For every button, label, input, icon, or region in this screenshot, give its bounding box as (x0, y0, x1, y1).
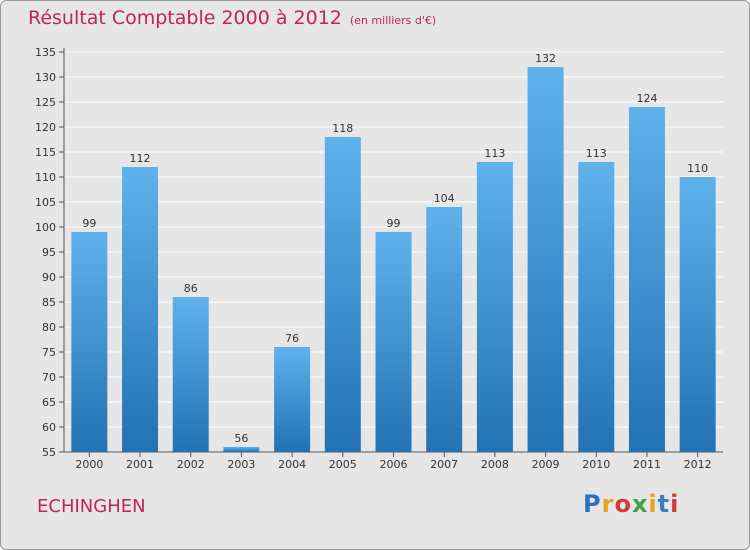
chart-unit: (en milliers d'€) (349, 14, 437, 27)
x-tick-label: 2012 (684, 458, 712, 471)
y-tick-label: 55 (42, 446, 56, 459)
x-tick-label: 2008 (481, 458, 509, 471)
logo-letter: i (648, 490, 658, 518)
bar (172, 297, 209, 452)
logo-letter: x (631, 490, 649, 518)
bar (527, 67, 564, 452)
x-tick-label: 2010 (582, 458, 610, 471)
x-tick-label: 2005 (329, 458, 357, 471)
y-tick-label: 110 (35, 171, 56, 184)
y-tick-label: 95 (42, 246, 56, 259)
x-tick-label: 2006 (380, 458, 408, 471)
bar (223, 447, 260, 452)
bar-value-label: 113 (586, 147, 607, 160)
y-tick-label: 125 (35, 96, 56, 109)
y-tick-label: 85 (42, 296, 56, 309)
logo-letter: P (583, 490, 602, 518)
bar (426, 207, 463, 452)
bar (274, 347, 311, 452)
bar-value-label: 132 (535, 52, 556, 65)
chart-title: Résultat Comptable 2000 à 2012 (28, 7, 342, 29)
y-tick-label: 135 (35, 46, 56, 59)
bar (476, 162, 513, 452)
y-tick-label: 100 (35, 221, 56, 234)
y-tick-label: 105 (35, 196, 56, 209)
bar-value-label: 56 (234, 432, 248, 445)
bar (578, 162, 615, 452)
y-tick-label: 80 (42, 321, 56, 334)
y-tick-label: 130 (35, 71, 56, 84)
bar-value-label: 124 (636, 92, 657, 105)
bar-value-label: 118 (332, 122, 353, 135)
x-tick-label: 2002 (177, 458, 205, 471)
bar-value-label: 86 (184, 282, 198, 295)
x-tick-label: 2003 (227, 458, 255, 471)
logo-letter: i (670, 490, 680, 518)
bar (71, 232, 108, 452)
bar-value-label: 104 (434, 192, 455, 205)
x-tick-label: 2011 (633, 458, 661, 471)
logo-letter: r (601, 490, 615, 518)
x-tick-label: 2000 (75, 458, 103, 471)
y-tick-label: 115 (35, 146, 56, 159)
x-tick-label: 2009 (532, 458, 560, 471)
y-tick-label: 120 (35, 121, 56, 134)
bar (628, 107, 665, 452)
y-tick-label: 75 (42, 346, 56, 359)
y-tick-label: 60 (42, 421, 56, 434)
bar (122, 167, 159, 452)
bar (375, 232, 412, 452)
bar (324, 137, 361, 452)
x-tick-label: 2001 (126, 458, 154, 471)
bar-value-label: 112 (130, 152, 151, 165)
bar (679, 177, 716, 452)
bar-value-label: 113 (484, 147, 505, 160)
proxiti-logo: Proxiti (583, 490, 679, 518)
bar-value-label: 110 (687, 162, 708, 175)
chart-title-block: Résultat Comptable 2000 à 2012 (en millie… (28, 7, 436, 29)
logo-letter: o (614, 490, 632, 518)
logo-letter: t (657, 490, 671, 518)
commune-name: ECHINGHEN (37, 496, 146, 517)
bar-value-label: 99 (387, 217, 401, 230)
bar-value-label: 76 (285, 332, 299, 345)
x-tick-label: 2004 (278, 458, 306, 471)
y-tick-label: 90 (42, 271, 56, 284)
y-tick-label: 70 (42, 371, 56, 384)
y-tick-label: 65 (42, 396, 56, 409)
bar-value-label: 99 (82, 217, 96, 230)
x-tick-label: 2007 (430, 458, 458, 471)
